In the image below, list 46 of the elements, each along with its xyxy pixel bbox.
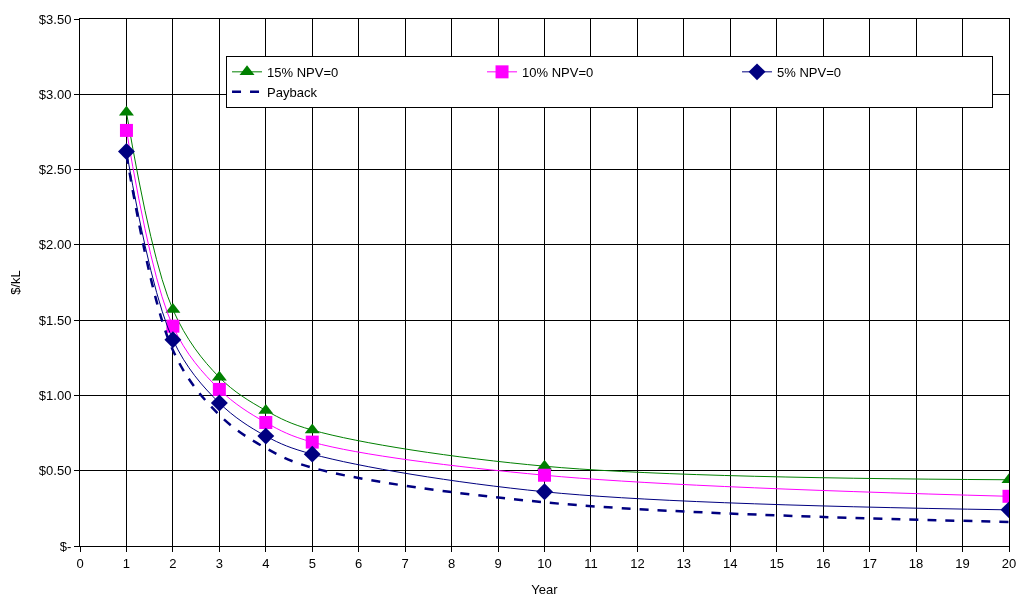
point xyxy=(212,382,226,396)
point xyxy=(538,468,551,482)
y-tick-label: $3.50 xyxy=(38,11,72,27)
y-tick-label: $1.00 xyxy=(38,387,72,403)
legend-label: 10% NPV=0 xyxy=(522,64,594,80)
legend-label: 5% NPV=0 xyxy=(777,64,841,80)
point xyxy=(118,143,135,160)
x-tick-label: 0 xyxy=(76,555,84,571)
x-tick-label: 3 xyxy=(215,555,223,571)
point xyxy=(210,394,228,412)
x-tick-label: 7 xyxy=(401,555,409,571)
y-tick-label: $0.50 xyxy=(38,463,72,479)
x-tick-label: 14 xyxy=(723,555,738,571)
x-tick-label: 18 xyxy=(908,555,924,571)
point xyxy=(119,123,133,137)
x-tick-label: 12 xyxy=(630,555,645,571)
x-tick-label: 4 xyxy=(262,555,270,571)
y-tick-label: $2.00 xyxy=(38,237,72,253)
x-tick-label: 15 xyxy=(769,555,784,571)
x-axis-title: Year xyxy=(531,582,559,598)
x-tick-label: 1 xyxy=(122,555,131,571)
legend-label: Payback xyxy=(267,84,318,100)
point xyxy=(259,416,273,430)
x-tick-label: 2 xyxy=(169,555,177,571)
x-tick-label: 11 xyxy=(584,555,598,571)
x-tick-label: 10 xyxy=(537,555,552,571)
x-tick-label: 5 xyxy=(308,555,316,571)
y-tick-label: $1.50 xyxy=(38,312,72,328)
y-tick-label: $3.00 xyxy=(38,86,72,102)
y-tick-label: $- xyxy=(59,538,72,554)
x-tick-label: 8 xyxy=(447,555,456,571)
x-tick-label: 17 xyxy=(862,555,877,571)
point xyxy=(305,435,319,449)
x-tick-label: 9 xyxy=(494,555,502,571)
point xyxy=(164,331,182,349)
point xyxy=(257,427,275,445)
x-tick-label: 6 xyxy=(355,555,363,571)
x-tick-label: 20 xyxy=(1001,555,1017,571)
x-tick-label: 13 xyxy=(676,555,692,571)
y-axis-title: $/kL xyxy=(7,270,23,295)
y-tick-label: $2.50 xyxy=(38,162,72,178)
legend-label: 15% NPV=0 xyxy=(267,64,339,80)
x-tick-label: 19 xyxy=(955,555,970,571)
x-tick-label: 16 xyxy=(815,555,831,571)
point xyxy=(303,445,321,463)
point xyxy=(536,483,553,501)
